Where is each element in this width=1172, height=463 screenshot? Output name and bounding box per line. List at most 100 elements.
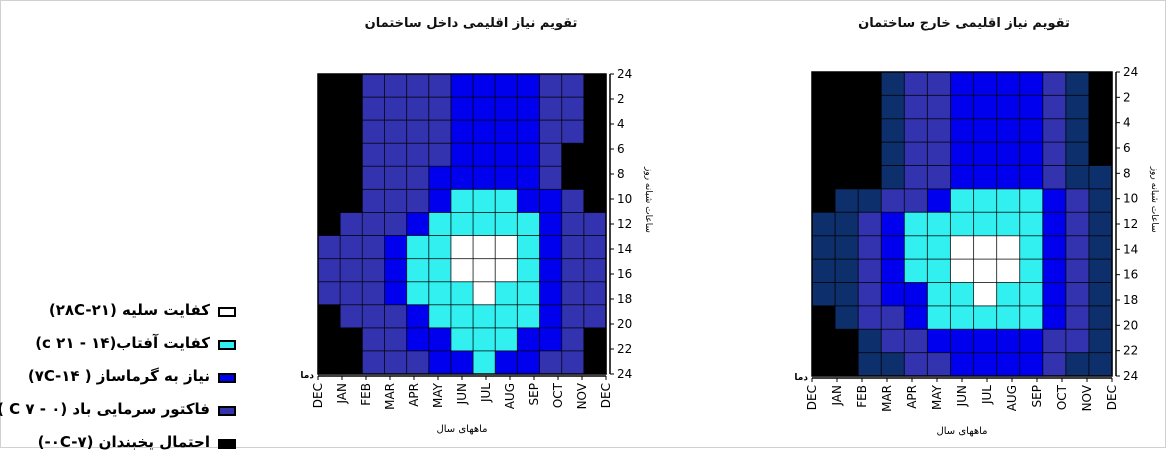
heatmap-cell	[904, 188, 928, 213]
x-tick-label: JAN	[335, 383, 349, 405]
heatmap-cell	[450, 166, 474, 190]
heatmap-cell	[428, 350, 452, 375]
heatmap-cell	[858, 165, 882, 190]
heatmap-cell	[539, 120, 563, 144]
heatmap-cell	[1042, 352, 1067, 377]
heatmap-cell	[362, 350, 386, 375]
heatmap-cell	[561, 143, 585, 167]
heatmap-cell	[950, 352, 975, 377]
legend-item-comfort: کفایت سلیه (۲۸C-۲۱)	[8, 298, 240, 331]
heatmap-cell	[812, 259, 836, 284]
heatmap-cell	[406, 143, 430, 167]
heatmap-cell	[812, 165, 836, 190]
y-tick-label: 6	[1123, 141, 1131, 155]
legend-item-sun-sufficiency: کفایت آفتاب(c ۲۱ - ۱۴)	[8, 331, 240, 364]
heatmap-cell	[561, 74, 585, 98]
heatmap-cell	[495, 258, 518, 283]
heatmap-cell	[428, 120, 452, 144]
heatmap-cell	[950, 72, 975, 96]
y-tick-label: 22	[1123, 344, 1138, 358]
heatmap-cell	[858, 305, 882, 330]
heatmap-cell	[428, 281, 452, 306]
heatmap-cell	[950, 259, 975, 284]
heatmap-cell	[517, 304, 541, 329]
x-tick-label: SEP	[1030, 385, 1044, 407]
legend-swatch	[218, 373, 236, 383]
heatmap-cell	[340, 258, 363, 283]
heatmap-cell	[517, 327, 541, 352]
heatmap-cell	[927, 142, 952, 167]
heatmap-cell	[996, 212, 1021, 237]
heatmap-cell	[812, 72, 836, 96]
heatmap-cell	[1065, 72, 1090, 96]
heatmap-cell	[340, 235, 363, 260]
heatmap-cell	[973, 165, 998, 190]
x-tick-label: FEB	[359, 383, 373, 406]
heatmap-cell	[812, 95, 836, 120]
heatmap-cell	[1088, 165, 1113, 190]
heatmap-cell	[835, 259, 859, 284]
heatmap-cell	[881, 212, 905, 237]
heatmap-cell	[996, 142, 1021, 167]
x-tick-label: MAY	[431, 382, 445, 408]
heatmap-cell	[517, 350, 541, 375]
x-tick-label: JAN	[830, 385, 844, 407]
heatmap-cell	[406, 304, 430, 329]
heatmap-cell	[835, 305, 859, 330]
heatmap-cell	[384, 74, 408, 98]
heatmap-cell	[583, 212, 607, 237]
y-axis-label: ساعات شبانه روز	[1149, 166, 1159, 233]
heatmap-cell	[1088, 95, 1113, 120]
heatmap-cell	[950, 329, 975, 354]
heatmap-cell	[539, 235, 563, 260]
heatmap-cell	[561, 235, 585, 260]
heatmap-cell	[904, 118, 928, 143]
legend-swatch	[218, 406, 236, 416]
heatmap-cell	[495, 327, 518, 352]
heatmap-cell	[384, 304, 408, 329]
heatmap-cell	[384, 258, 408, 283]
heatmap-cell	[495, 281, 518, 306]
heatmap-cell	[318, 304, 341, 329]
heatmap-cell	[1088, 235, 1113, 260]
heatmap-cell	[950, 165, 975, 190]
chart-title-outdoor: تقویم نیاز اقلیمی خارج ساختمان	[858, 16, 1070, 31]
x-tick-label: OCT	[1055, 384, 1069, 410]
heatmap-cell	[362, 189, 386, 214]
heatmap-cell	[384, 350, 408, 375]
heatmap-cell	[473, 235, 496, 260]
heatmap-cell	[927, 329, 952, 354]
heatmap-cell	[384, 235, 408, 260]
heatmap-cell	[904, 329, 928, 354]
heatmap-cell	[318, 189, 341, 214]
legend-label: کفایت آفتاب(c ۲۱ - ۱۴)	[35, 334, 210, 352]
legend-label: فاکتور سرمایی باد (C ۷ - ۰ )	[0, 400, 210, 418]
x-axis-label: ماههای سال	[436, 424, 487, 435]
heatmap-cell	[428, 97, 452, 121]
heatmap-cell	[406, 258, 430, 283]
heatmap-cell	[835, 188, 859, 213]
heatmap-cell	[539, 166, 563, 190]
heatmap-cell	[318, 212, 341, 237]
heatmap-cell	[384, 281, 408, 306]
heatmap-cell	[1019, 142, 1044, 167]
heatmap-cell	[1065, 212, 1090, 237]
heatmap-cell	[858, 235, 882, 260]
heatmap-cell	[1042, 95, 1067, 120]
heatmap-cell	[812, 282, 836, 307]
heatmap-cell	[1088, 282, 1113, 307]
heatmap-cell	[812, 118, 836, 143]
heatmap-cell	[583, 350, 607, 375]
heatmap-cell	[881, 118, 905, 143]
x-tick-label: FEB	[855, 385, 869, 408]
heatmap-cell	[1088, 118, 1113, 143]
heatmap-cell	[973, 235, 998, 260]
heatmap-cell	[583, 235, 607, 260]
heatmap-cell	[362, 327, 386, 352]
heatmap-cell	[318, 235, 341, 260]
heatmap-cell	[362, 212, 386, 237]
corner-label: دما	[300, 371, 314, 381]
heatmap-cell	[428, 166, 452, 190]
heatmap-cell	[362, 235, 386, 260]
